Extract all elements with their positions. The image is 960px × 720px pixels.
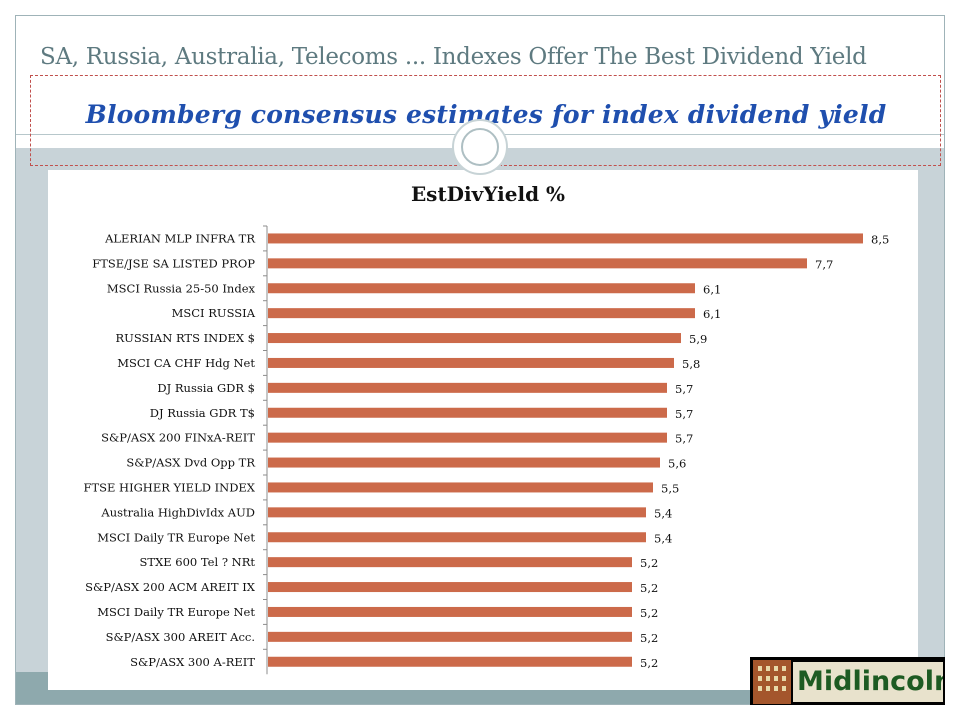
bar [268,507,646,518]
bar [268,407,667,418]
data-label: 5,4 [654,531,672,545]
bar [268,233,863,244]
chart-title: EstDivYield % [410,182,566,206]
category-label: MSCI RUSSIA [172,306,256,320]
bar [268,532,646,543]
bar [268,333,681,344]
building-icon [753,660,791,704]
data-label: 6,1 [703,282,721,296]
bar [268,258,807,269]
bar [268,606,632,617]
data-label: 5,7 [675,407,693,421]
chart-panel: EstDivYield % ALERIAN MLP INFRA TR 8,5 FTS… [48,170,918,690]
bar [268,631,632,642]
category-label: S&P/ASX Dvd Opp TR [126,456,255,470]
bar [268,457,660,468]
category-label: S&P/ASX 300 A-REIT [130,655,255,669]
category-label: DJ Russia GDR $ [157,381,255,395]
data-label: 5,8 [682,357,700,371]
bar [268,557,632,568]
data-label: 8,5 [871,232,889,246]
bar [268,308,695,319]
bar-chart: ALERIAN MLP INFRA TR 8,5 FTSE/JSE SA LISTE… [83,225,889,675]
data-label: 5,2 [640,581,658,595]
category-label: MSCI Daily TR Europe Net [97,530,255,544]
bar [268,656,632,667]
category-label: S&P/ASX 200 ACM AREIT IX [85,580,256,594]
data-label: 5,2 [640,606,658,620]
bar [268,582,632,593]
data-label: 5,7 [675,432,693,446]
data-label: 5,2 [640,631,658,645]
slide-title: SA, Russia, Australia, Telecoms ... Inde… [40,44,867,70]
data-label: 5,5 [661,481,679,495]
data-label: 7,7 [815,257,833,271]
category-label: S&P/ASX 300 AREIT Acc. [106,630,255,644]
category-label: MSCI CA CHF Hdg Net [117,356,255,370]
category-label: STXE 600 Tel ? NRt [140,555,256,569]
bar [268,482,653,493]
category-label: FTSE/JSE SA LISTED PROP [92,256,255,270]
category-label: DJ Russia GDR T$ [150,406,255,420]
category-label: Australia HighDivIdx AUD [100,505,255,519]
bar [268,283,695,294]
data-label: 6,1 [703,307,721,321]
category-label: ALERIAN MLP INFRA TR [104,231,255,245]
circle-ornament-icon [452,119,508,175]
data-label: 5,6 [668,457,686,471]
data-label: 5,2 [640,556,658,570]
midlincoln-logo: Midlincoln [750,657,945,705]
category-label: S&P/ASX 200 FINxA-REIT [101,431,255,445]
bar [268,382,667,393]
data-label: 5,7 [675,382,693,396]
data-label: 5,4 [654,506,672,520]
data-label: 5,2 [640,656,658,670]
category-label: MSCI Daily TR Europe Net [97,605,255,619]
category-label: RUSSIAN RTS INDEX $ [115,331,255,345]
category-label: MSCI Russia 25-50 Index [107,281,256,295]
category-label: FTSE HIGHER YIELD INDEX [83,480,255,494]
data-label: 5,9 [689,332,707,346]
circle-ornament-inner [461,128,499,166]
bar [268,432,667,443]
logo-text: Midlincoln [793,662,943,702]
bar [268,357,674,368]
